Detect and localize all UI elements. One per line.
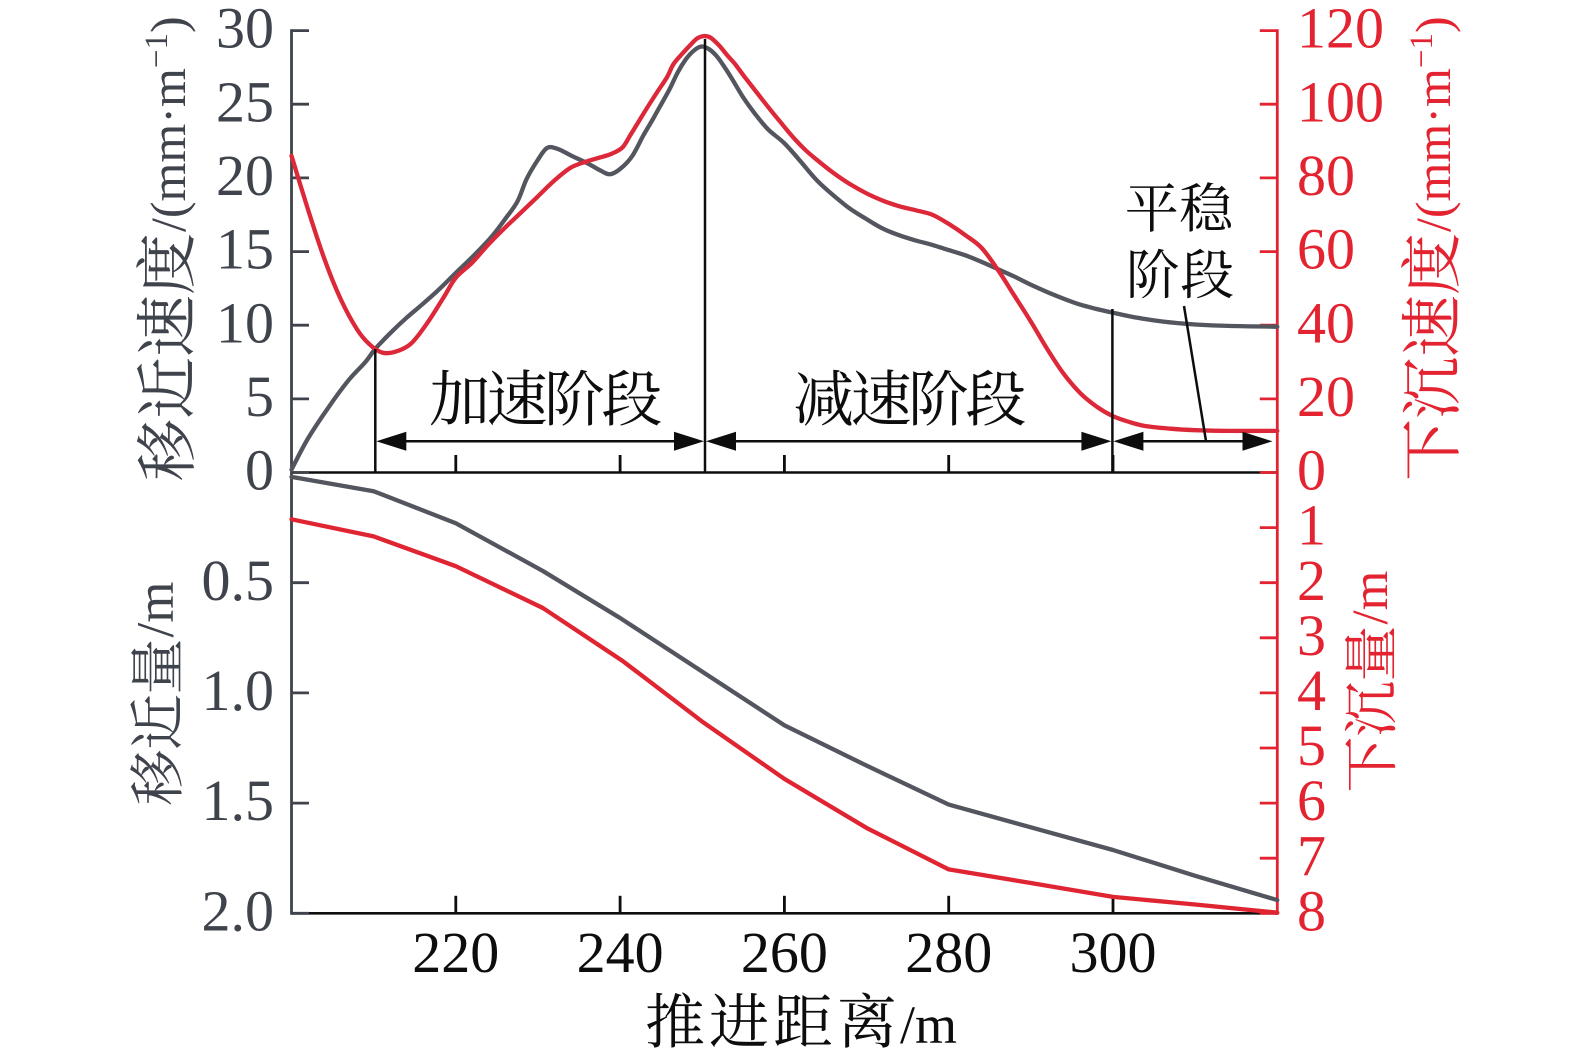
svg-text:/m: /m <box>900 995 957 1055</box>
svg-text:30: 30 <box>216 0 274 61</box>
svg-text:40: 40 <box>1297 290 1355 355</box>
svg-text:6: 6 <box>1297 768 1326 833</box>
svg-text:/(mm·m−1): /(mm·m−1) <box>139 16 196 232</box>
svg-text:25: 25 <box>216 69 274 134</box>
svg-text:15: 15 <box>216 217 274 282</box>
svg-text:10: 10 <box>216 290 274 355</box>
svg-text:7: 7 <box>1297 823 1326 888</box>
svg-text:4: 4 <box>1297 658 1326 723</box>
svg-text:/m: /m <box>127 582 185 638</box>
svg-text:/(mm·m−1): /(mm·m−1) <box>1404 16 1461 232</box>
svg-text:0: 0 <box>245 438 274 503</box>
svg-text:60: 60 <box>1297 217 1355 282</box>
svg-text:0.5: 0.5 <box>202 548 275 613</box>
svg-text:1.0: 1.0 <box>202 658 275 723</box>
svg-text:280: 280 <box>905 920 992 985</box>
svg-text:/m: /m <box>1343 571 1399 625</box>
svg-text:20: 20 <box>1297 364 1355 429</box>
svg-text:120: 120 <box>1297 0 1384 61</box>
svg-text:300: 300 <box>1070 920 1157 985</box>
svg-text:5: 5 <box>245 364 274 429</box>
svg-text:8: 8 <box>1297 878 1326 943</box>
svg-text:260: 260 <box>741 920 828 985</box>
svg-text:3: 3 <box>1297 603 1326 668</box>
svg-text:2: 2 <box>1297 548 1326 613</box>
svg-text:100: 100 <box>1297 69 1384 134</box>
svg-text:1.5: 1.5 <box>202 768 275 833</box>
svg-text:1: 1 <box>1297 493 1326 558</box>
svg-text:2.0: 2.0 <box>202 878 275 943</box>
svg-text:20: 20 <box>216 143 274 208</box>
svg-text:5: 5 <box>1297 713 1326 778</box>
svg-text:80: 80 <box>1297 143 1355 208</box>
svg-text:0: 0 <box>1297 438 1326 503</box>
svg-text:220: 220 <box>412 920 499 985</box>
svg-text:240: 240 <box>577 920 664 985</box>
